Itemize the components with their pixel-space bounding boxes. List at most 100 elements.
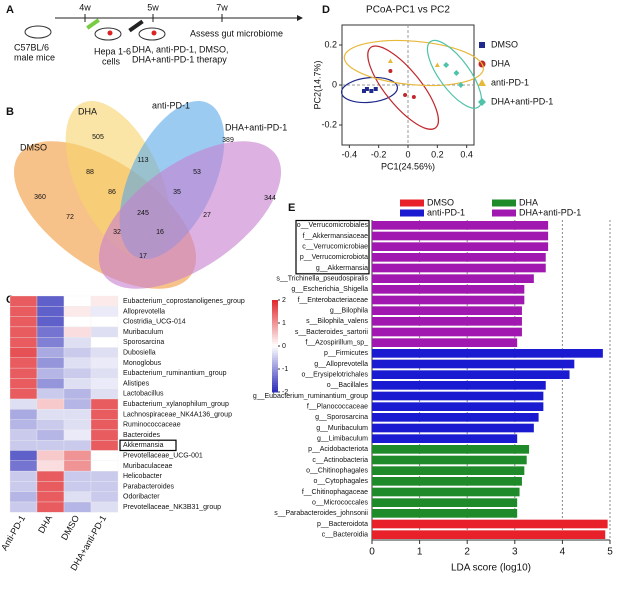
legend-swatch <box>479 42 485 48</box>
colorbar-label: -2 <box>282 389 288 396</box>
heat-cell <box>90 378 119 389</box>
set-label: DHA <box>78 106 97 116</box>
bar <box>372 519 608 529</box>
heat-cell <box>9 316 38 328</box>
region-count: 88 <box>86 169 94 176</box>
colorbar-step <box>272 362 278 365</box>
legend-swatch <box>492 199 516 207</box>
bar <box>372 413 539 422</box>
colorbar-step <box>272 343 278 347</box>
venn-set <box>98 141 282 289</box>
panel-letter: A <box>6 4 14 16</box>
heat-cell <box>63 440 92 451</box>
heat-cell <box>63 460 92 472</box>
colorbar-step <box>272 339 278 342</box>
colorbar-step <box>272 306 278 310</box>
legend-label: DMSO <box>491 39 518 49</box>
heat-cell <box>9 481 38 492</box>
legend-label: DMSO <box>427 197 454 207</box>
heat-cell <box>63 419 92 431</box>
heat-cell <box>63 481 92 492</box>
heat-cell <box>9 378 38 389</box>
legend-swatch <box>400 199 424 207</box>
heat-cell <box>9 429 38 441</box>
y-tick-label: 0 <box>332 79 337 89</box>
row-label: Lactobacillus <box>123 391 164 398</box>
colorbar-step <box>272 366 278 370</box>
row-label: Muribaculum <box>123 329 163 336</box>
category-label: o__Chitinophagales <box>306 468 368 475</box>
region-count: 53 <box>193 169 201 176</box>
heat-cell <box>9 367 38 379</box>
heat-cell <box>9 450 38 461</box>
x-tick-label: 0.2 <box>431 149 444 159</box>
row-label: Parabacteroides <box>123 483 174 490</box>
x-tick-label: 5 <box>607 547 613 558</box>
category-label: c__Bacteroidia <box>322 532 368 539</box>
colorbar-step <box>272 311 278 315</box>
x-tick-label: 0.4 <box>460 149 473 159</box>
heat-cell <box>36 398 65 410</box>
point <box>388 69 393 73</box>
colorbar-step <box>272 389 278 393</box>
heat-cell <box>63 409 92 420</box>
category-label: f__Azospirillum_sp_ <box>305 340 368 347</box>
heat-cell <box>36 316 65 328</box>
heat-cell <box>90 409 119 420</box>
legend-label: DHA+anti-PD-1 <box>491 96 553 106</box>
heat-cell <box>36 337 65 348</box>
point <box>362 89 366 93</box>
heat-cell <box>9 337 38 348</box>
bar <box>372 263 546 273</box>
legend-label: DHA+anti-PD-1 <box>519 207 581 217</box>
region-count: 27 <box>203 212 211 219</box>
label: DHA+anti-PD-1 therapy <box>132 54 227 64</box>
point <box>434 62 440 67</box>
chart-title: PCoA-PC1 vs PC2 <box>366 5 450 16</box>
confidence-ellipse <box>340 76 399 104</box>
bar <box>372 370 570 379</box>
category-label: p__Bacteroidota <box>317 521 368 528</box>
heat-cell <box>36 470 65 482</box>
colorbar-step <box>272 304 278 308</box>
category-label: o__Bacillales <box>327 382 369 389</box>
x-axis-label: LDA score (log10) <box>451 563 531 574</box>
region-count: 86 <box>108 189 116 196</box>
colorbar-step <box>272 327 278 331</box>
heat-cell <box>90 481 119 492</box>
tumor <box>107 30 113 36</box>
column-label: Anti-PD-1 <box>0 513 27 552</box>
time-label: 4w <box>79 2 91 12</box>
heat-cell <box>9 388 38 400</box>
category-label: c__Actinobacteria <box>312 457 368 464</box>
heat-cell <box>63 429 92 441</box>
bar <box>372 381 546 390</box>
row-label: Ruminococcaceae <box>123 422 181 429</box>
point <box>453 70 460 76</box>
heat-cell <box>36 388 65 400</box>
colorbar-step <box>272 309 278 312</box>
category-label: c__Verrucomicrobiae <box>302 244 368 251</box>
colorbar-label: 1 <box>282 320 286 327</box>
heat-cell <box>36 419 65 431</box>
row-label: Odoribacter <box>123 494 160 501</box>
heat-cell <box>9 440 38 451</box>
colorbar-step <box>272 369 278 372</box>
point <box>411 95 416 99</box>
point <box>403 93 408 97</box>
x-tick-label: 0 <box>369 547 375 558</box>
category-label: g__Escherichia_Shigella <box>291 286 368 293</box>
bar <box>372 434 518 443</box>
heat-cell <box>90 398 119 410</box>
category-label: g__Akkermansia <box>316 265 368 272</box>
heat-cell <box>63 501 92 513</box>
colorbar-step <box>272 350 278 354</box>
colorbar-step <box>272 348 278 352</box>
heat-cell <box>90 470 119 482</box>
bar <box>372 530 606 539</box>
bar <box>372 231 549 241</box>
category-label: f__Planococcaceae <box>307 404 368 411</box>
region-count: 344 <box>264 195 276 202</box>
category-label: g__Muribaculum <box>316 425 368 432</box>
category-label: f__Akkermansiaceae <box>303 233 368 240</box>
